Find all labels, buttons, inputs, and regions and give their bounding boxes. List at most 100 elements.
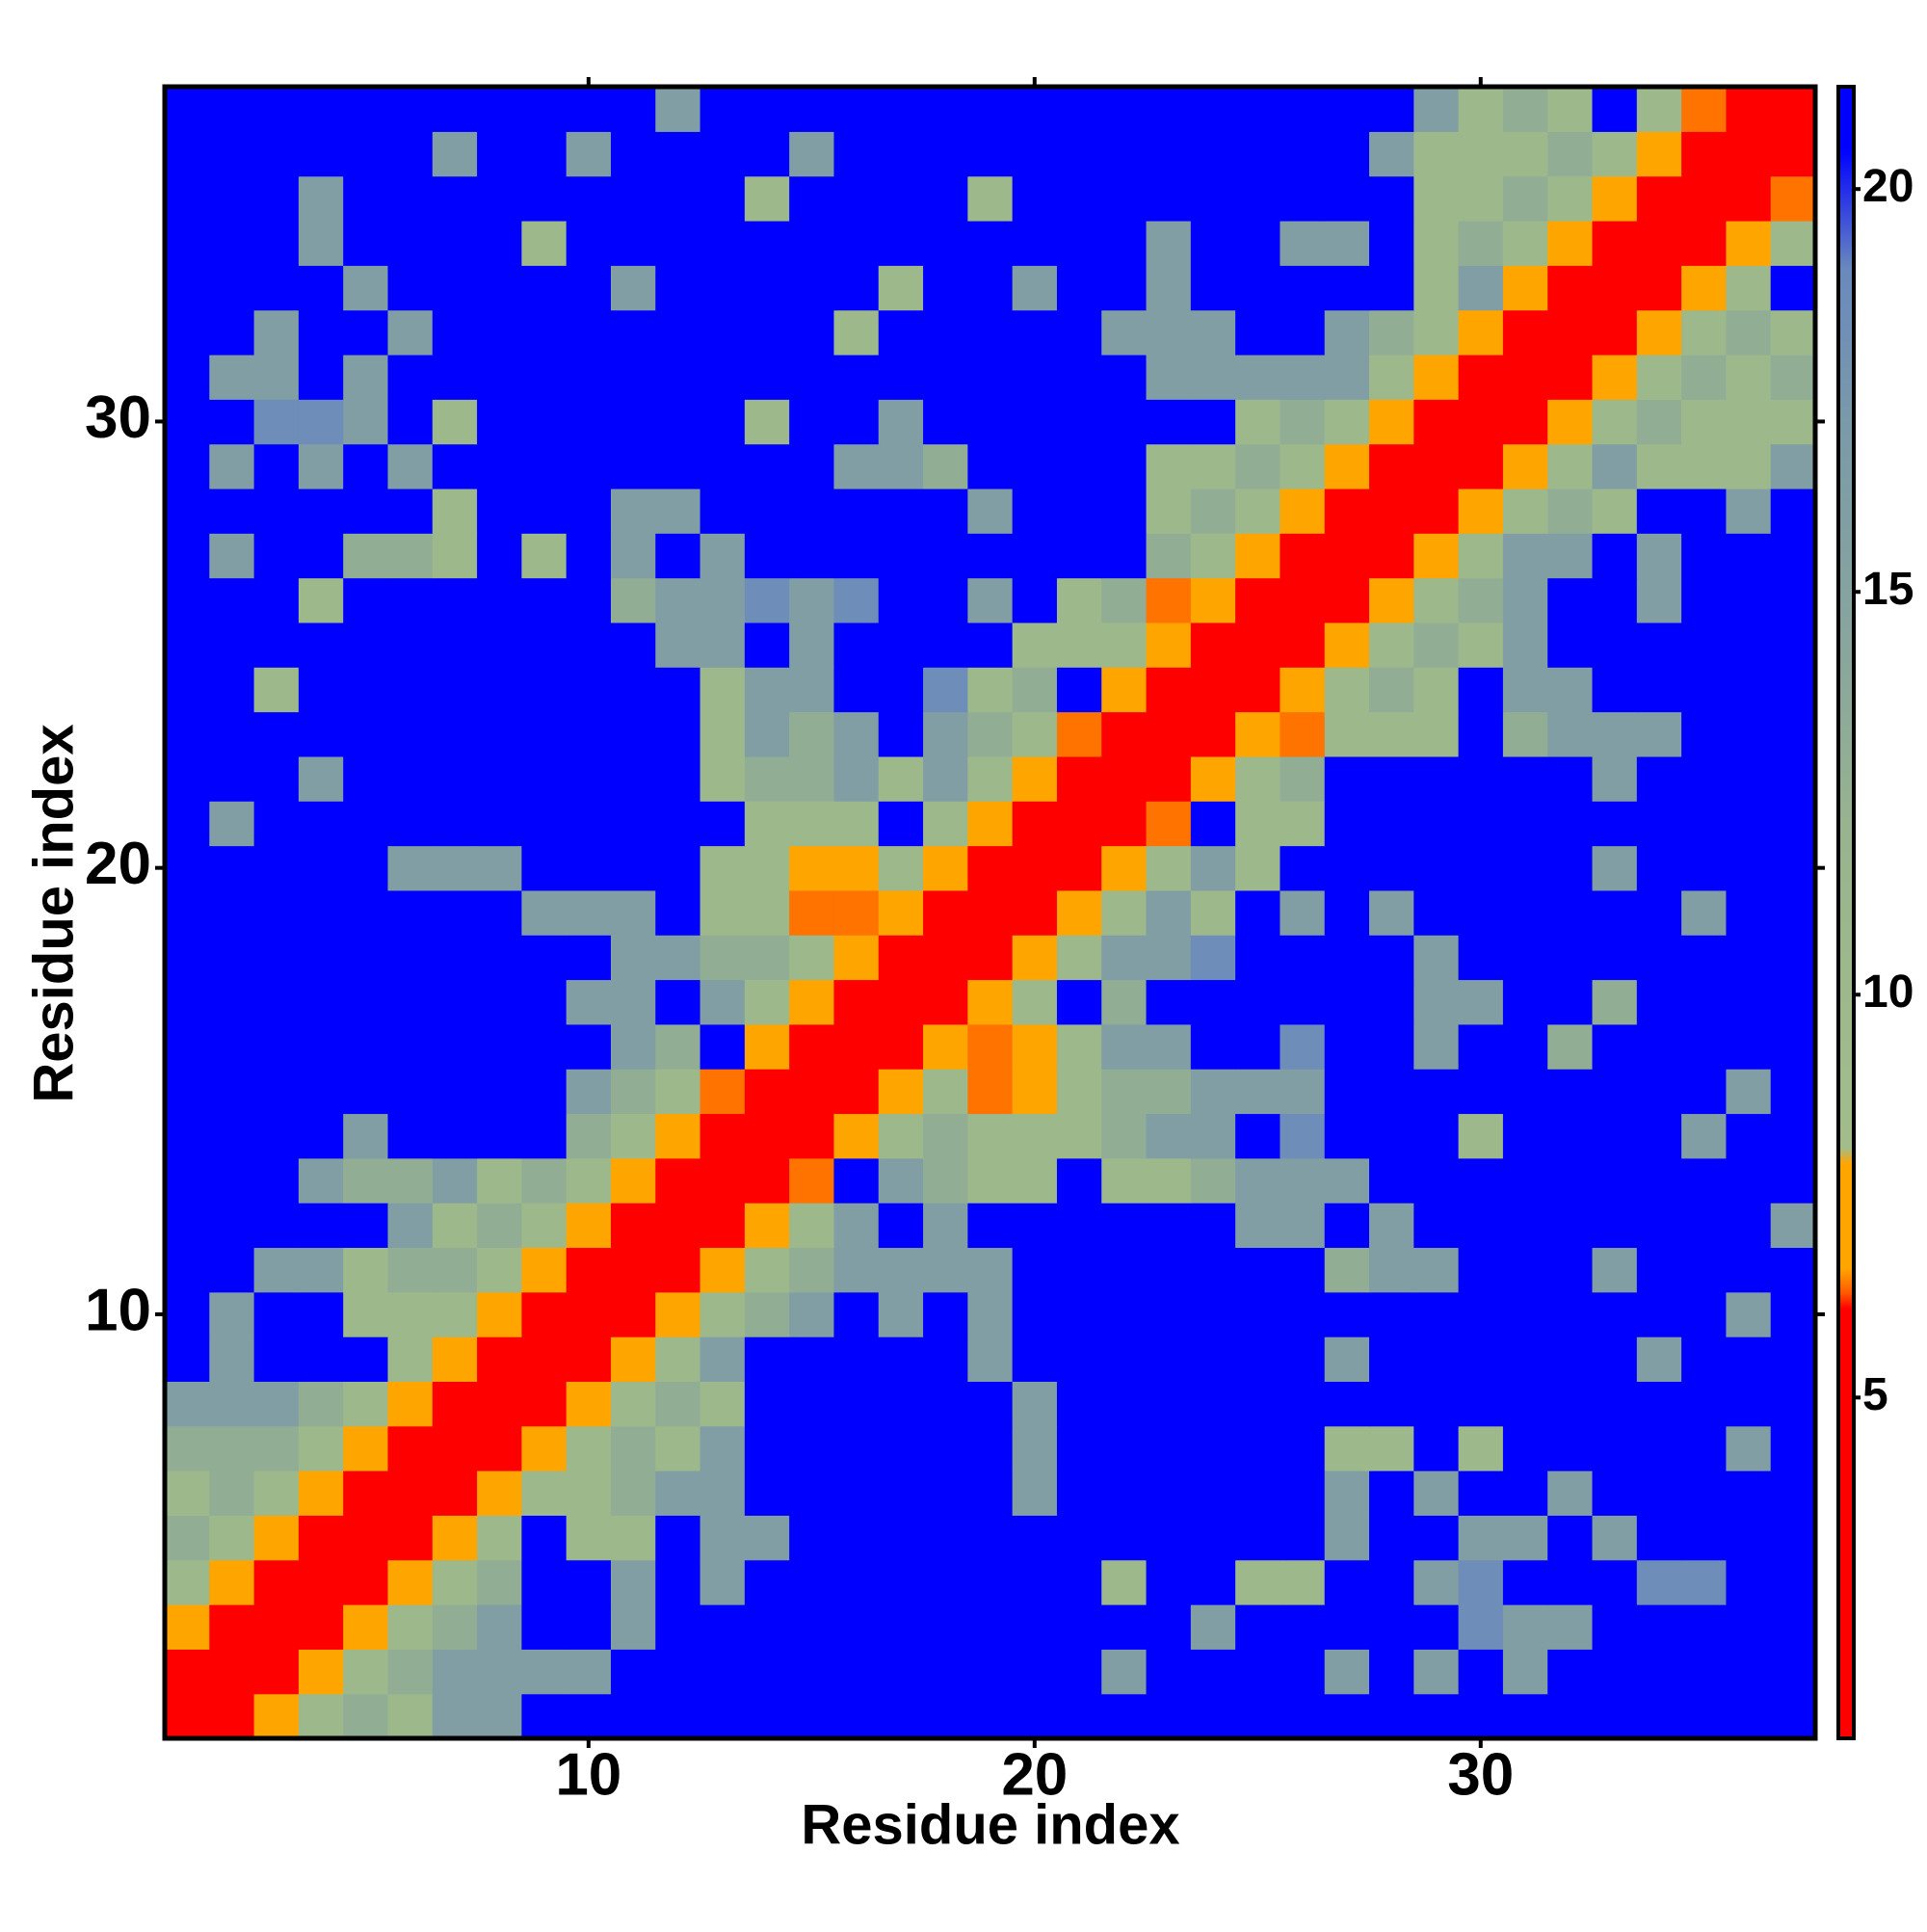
heatmap-cell	[253, 577, 300, 623]
heatmap-cell	[1369, 1559, 1414, 1605]
heatmap-cell	[1547, 755, 1594, 802]
heatmap-cell	[1280, 1693, 1326, 1739]
heatmap-cell	[610, 443, 656, 490]
heatmap-cell	[1592, 399, 1638, 445]
heatmap-cell	[343, 667, 389, 713]
heatmap-cell	[477, 1113, 522, 1159]
heatmap-cell	[1681, 1069, 1728, 1115]
heatmap-cell	[1681, 1425, 1728, 1471]
heatmap-cell	[477, 399, 522, 445]
heatmap-cell	[1770, 845, 1816, 891]
heatmap-cell	[253, 1113, 300, 1159]
heatmap-cell	[1413, 309, 1460, 356]
heatmap-cell	[1280, 1381, 1326, 1427]
heatmap-cell	[343, 443, 389, 490]
heatmap-cell	[744, 1113, 790, 1159]
heatmap-cell	[1681, 399, 1728, 445]
heatmap-cell	[923, 1381, 968, 1427]
heatmap-cell	[343, 265, 389, 311]
heatmap-cell	[1413, 755, 1460, 802]
heatmap-cell	[521, 1113, 568, 1159]
heatmap-cell	[521, 265, 568, 311]
heatmap-cell	[1592, 935, 1638, 981]
heatmap-cell	[700, 1649, 746, 1695]
heatmap-cell	[789, 309, 835, 356]
heatmap-cell	[789, 935, 835, 981]
heatmap-cell	[521, 801, 568, 847]
heatmap-cell	[1235, 801, 1281, 847]
heatmap-cell	[610, 1069, 656, 1115]
heatmap-cell	[700, 354, 746, 400]
heatmap-cell	[789, 265, 835, 311]
heatmap-cell	[1413, 1693, 1460, 1739]
heatmap-cell	[343, 1113, 389, 1159]
heatmap-cell	[165, 443, 210, 490]
heatmap-cell	[1012, 220, 1058, 266]
heatmap-cell	[253, 1425, 300, 1471]
heatmap-cell	[923, 935, 968, 981]
heatmap-cell	[298, 622, 344, 668]
heatmap-cell	[298, 1515, 344, 1561]
heatmap-cell	[1101, 755, 1148, 802]
heatmap-cell	[1636, 979, 1682, 1025]
heatmap-cell	[253, 1157, 300, 1204]
plot-frame	[162, 84, 1818, 1741]
heatmap-cell	[1458, 309, 1504, 356]
heatmap-cell	[1726, 979, 1772, 1025]
heatmap-cell	[1770, 1425, 1816, 1471]
heatmap-cell	[833, 1247, 880, 1293]
heatmap-cell	[343, 755, 389, 802]
heatmap-cell	[1012, 399, 1058, 445]
heatmap-cell	[1770, 309, 1816, 356]
heatmap-cell	[1324, 533, 1370, 579]
heatmap-cell	[165, 309, 210, 356]
heatmap-cell	[343, 87, 389, 132]
heatmap-cell	[1056, 1649, 1102, 1695]
heatmap-cell	[1413, 1470, 1460, 1516]
heatmap-cell	[878, 1649, 924, 1695]
heatmap-cell	[1101, 667, 1148, 713]
heatmap-cell	[1190, 443, 1236, 490]
heatmap-cell	[1190, 667, 1236, 713]
heatmap-cell	[700, 1023, 746, 1070]
heatmap-cell	[610, 1291, 656, 1337]
heatmap-cell	[521, 1649, 568, 1695]
heatmap-cell	[1592, 1649, 1638, 1695]
heatmap-cell	[1324, 265, 1370, 311]
heatmap-cell	[1413, 1649, 1460, 1695]
heatmap-cell	[655, 488, 701, 534]
heatmap-cell	[1146, 443, 1192, 490]
heatmap-cell	[1413, 1069, 1460, 1115]
heatmap-cell	[566, 1559, 612, 1605]
heatmap-cell	[1280, 1157, 1326, 1204]
heatmap-cell	[1056, 1157, 1102, 1204]
heatmap-cell	[1681, 488, 1728, 534]
heatmap-cell	[789, 488, 835, 534]
heatmap-cell	[1636, 1515, 1682, 1561]
heatmap-cell	[1101, 1693, 1148, 1739]
heatmap-cell	[387, 533, 434, 579]
heatmap-cell	[1056, 265, 1102, 311]
heatmap-cell	[209, 265, 255, 311]
heatmap-cell	[209, 354, 255, 400]
heatmap-cell	[789, 1470, 835, 1516]
heatmap-cell	[1592, 488, 1638, 534]
heatmap-cell	[1592, 1604, 1638, 1650]
heatmap-cell	[343, 1604, 389, 1650]
heatmap-cell	[1681, 889, 1728, 936]
heatmap-cell	[1726, 935, 1772, 981]
heatmap-cell	[1726, 1515, 1772, 1561]
heatmap-cell	[1636, 1023, 1682, 1070]
heatmap-cell	[1592, 533, 1638, 579]
heatmap-cell	[432, 667, 478, 713]
heatmap-cell	[700, 845, 746, 891]
heatmap-cell	[789, 1559, 835, 1605]
heatmap-cell	[1458, 443, 1504, 490]
heatmap-cell	[1324, 399, 1370, 445]
heatmap-cell	[432, 488, 478, 534]
heatmap-cell	[165, 1470, 210, 1516]
heatmap-cell	[700, 175, 746, 222]
heatmap-cell	[700, 131, 746, 177]
heatmap-cell	[833, 1649, 880, 1695]
